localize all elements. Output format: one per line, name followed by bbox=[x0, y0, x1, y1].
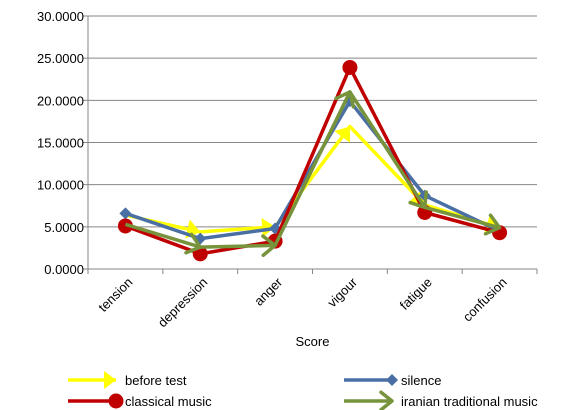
legend-marker bbox=[104, 371, 116, 389]
x-tick-label: depression bbox=[155, 275, 211, 331]
y-tick-label: 15.0000 bbox=[37, 136, 84, 151]
x-tick-label: tension bbox=[95, 275, 135, 315]
legend-label: before test bbox=[125, 373, 187, 388]
gridlines bbox=[88, 15, 537, 228]
x-tick-label: vigour bbox=[324, 274, 360, 310]
y-tick-label: 5.0000 bbox=[44, 220, 84, 235]
y-tick-label: 20.0000 bbox=[37, 93, 84, 108]
y-tick-label: 10.0000 bbox=[37, 178, 84, 193]
legend-marker bbox=[108, 393, 124, 409]
x-tick-label: fatigue bbox=[397, 275, 435, 313]
y-axis-ticks: 0.0000 5.0000 10.0000 15.0000 20.0000 25.0000… bbox=[37, 9, 84, 277]
legend-label: silence bbox=[401, 373, 441, 388]
data-point-diamond bbox=[119, 207, 132, 220]
x-tick-label: confusion bbox=[460, 275, 510, 325]
legend-label: iranian traditional music bbox=[401, 394, 538, 409]
legend-marker bbox=[386, 374, 398, 386]
legend: before test silence classical music iranian… bbox=[68, 371, 538, 410]
y-tick-label: 0.0000 bbox=[44, 262, 84, 277]
series-line bbox=[124, 65, 501, 256]
legend-item: iranian traditional music bbox=[344, 390, 538, 410]
axes bbox=[83, 15, 538, 274]
data-point-arrow bbox=[261, 234, 277, 258]
series-before-test bbox=[125, 124, 501, 239]
x-axis-ticks: tension depression anger vigour fatigue confu… bbox=[95, 274, 509, 330]
y-tick-label: 30.0000 bbox=[37, 9, 84, 24]
data-point-arrow bbox=[483, 213, 502, 236]
series-line bbox=[124, 90, 501, 249]
data-point-circle bbox=[342, 59, 358, 75]
data-point-arrow bbox=[184, 232, 202, 255]
data-point-arrow bbox=[408, 190, 429, 210]
series-lines bbox=[117, 59, 508, 262]
legend-marker bbox=[379, 390, 394, 410]
series-iranian-traditional-music bbox=[124, 90, 502, 258]
legend-item: classical music bbox=[68, 393, 212, 409]
x-axis-title: Score bbox=[296, 334, 330, 349]
legend-label: classical music bbox=[125, 394, 212, 409]
x-tick-label: anger bbox=[251, 274, 286, 309]
legend-item: before test bbox=[68, 371, 187, 389]
legend-item: silence bbox=[344, 373, 441, 388]
data-point-arrow bbox=[334, 90, 356, 109]
y-tick-label: 25.0000 bbox=[37, 51, 84, 66]
data-point-arrow bbox=[334, 126, 350, 143]
